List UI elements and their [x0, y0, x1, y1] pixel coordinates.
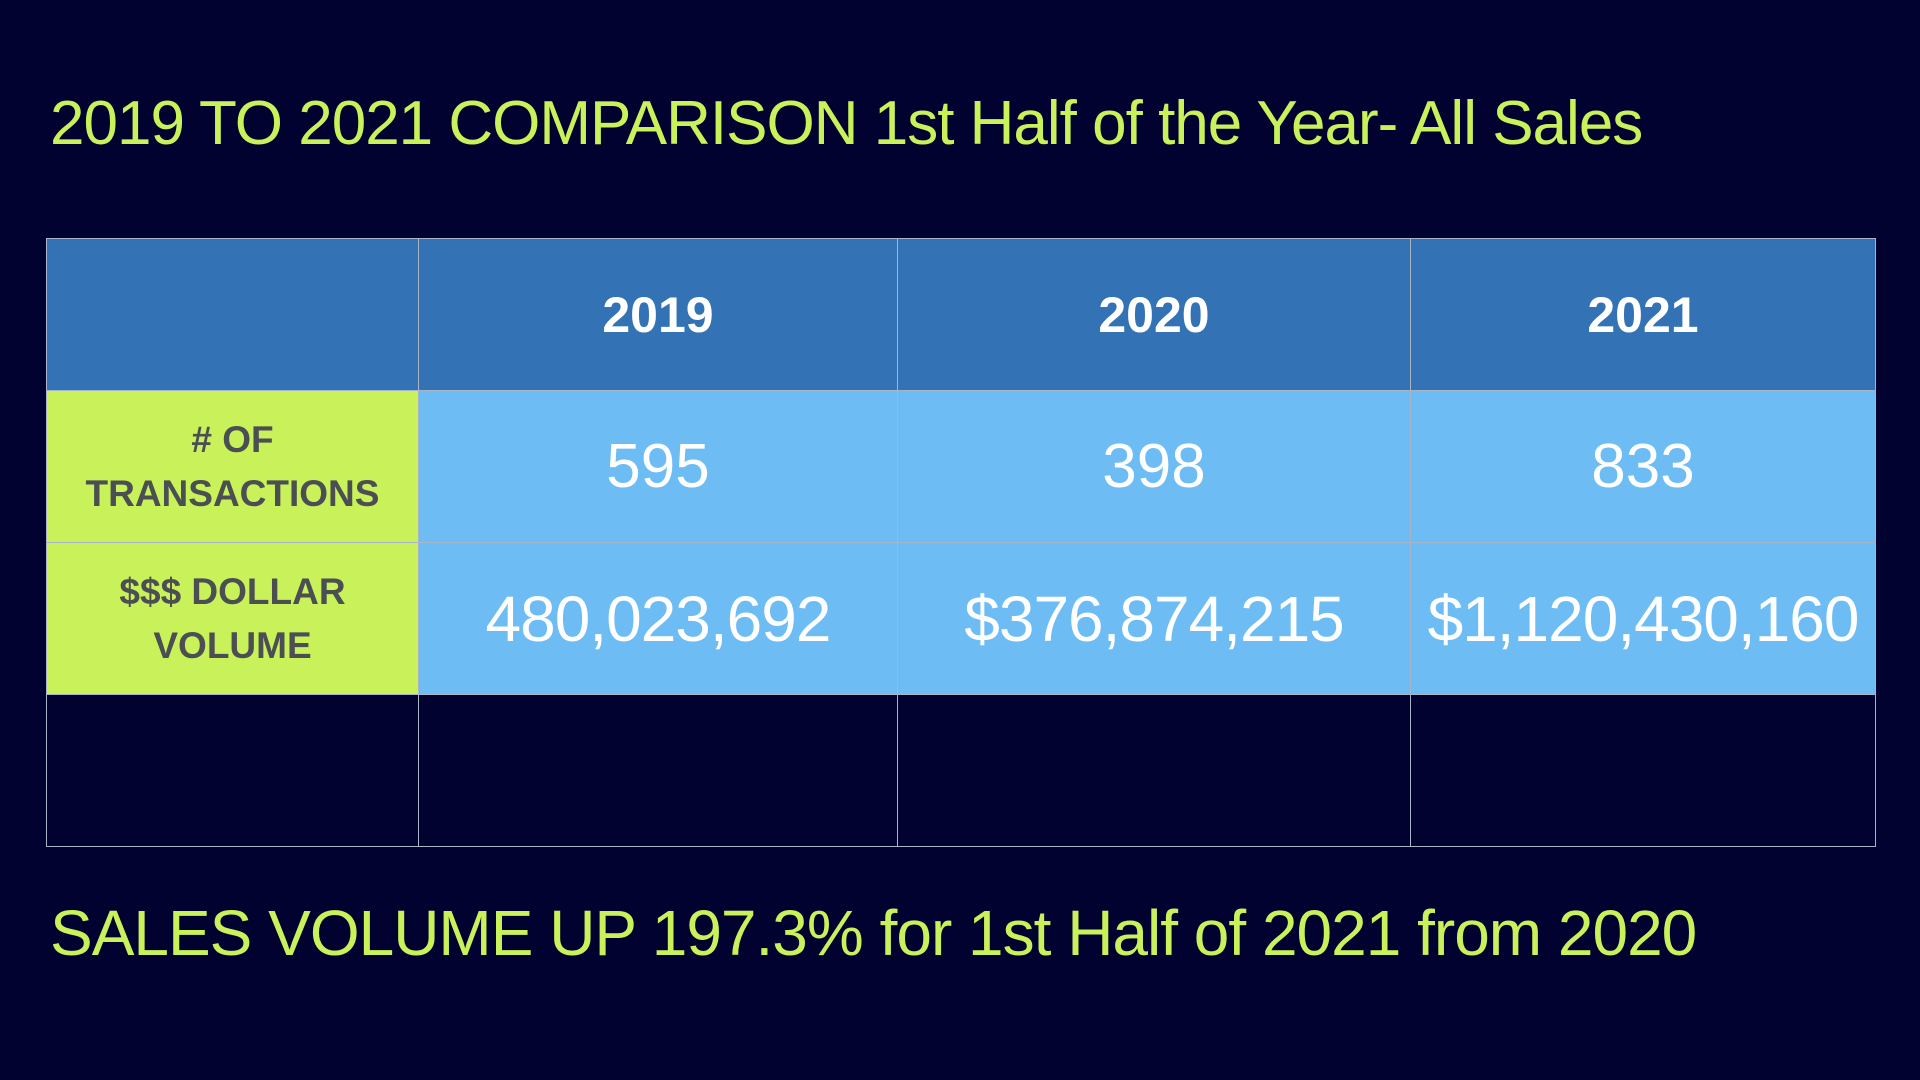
table-row-transactions: # OF TRANSACTIONS 595 398 833	[46, 390, 1876, 543]
row-label-line: VOLUME	[153, 624, 312, 666]
table-header-row: 2019 2020 2021	[46, 238, 1876, 391]
comparison-table: 2019 2020 2021 # OF TRANSACTIONS 595 398…	[46, 238, 1876, 847]
slide-title: 2019 TO 2021 COMPARISON 1st Half of the …	[50, 89, 1643, 158]
table-empty-row	[46, 694, 1876, 847]
row-label-transactions: # OF TRANSACTIONS	[46, 390, 419, 543]
header-year-2019: 2019	[418, 238, 898, 391]
header-corner-cell	[46, 238, 419, 391]
dollar-volume-2019: 480,023,692	[418, 542, 898, 695]
empty-cell	[1410, 694, 1876, 847]
table-row-dollar-volume: $$$ DOLLAR VOLUME 480,023,692 $376,874,2…	[46, 542, 1876, 695]
dollar-volume-2020: $376,874,215	[897, 542, 1411, 695]
transactions-2019: 595	[418, 390, 898, 543]
row-label-dollar-volume: $$$ DOLLAR VOLUME	[46, 542, 419, 695]
row-label-line: $$$ DOLLAR	[119, 570, 346, 612]
row-label-line: TRANSACTIONS	[85, 472, 380, 514]
empty-cell	[418, 694, 898, 847]
empty-cell	[897, 694, 1411, 847]
header-year-2020: 2020	[897, 238, 1411, 391]
transactions-2021: 833	[1410, 390, 1876, 543]
sales-volume-summary: SALES VOLUME UP 197.3% for 1st Half of 2…	[50, 897, 1697, 969]
row-label-line: # OF	[191, 418, 274, 460]
dollar-volume-2021: $1,120,430,160	[1410, 542, 1876, 695]
empty-cell	[46, 694, 419, 847]
transactions-2020: 398	[897, 390, 1411, 543]
header-year-2021: 2021	[1410, 238, 1876, 391]
